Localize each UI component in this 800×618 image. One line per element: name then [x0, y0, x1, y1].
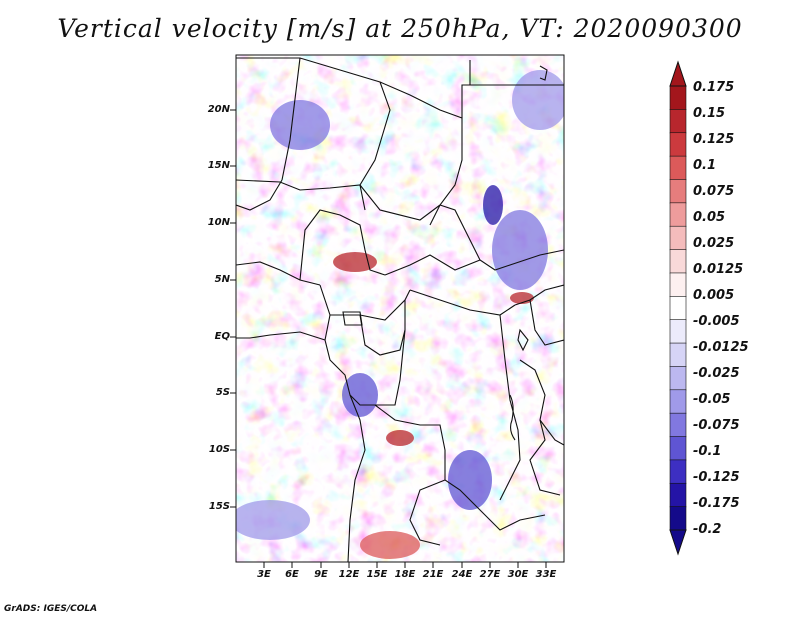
- colorbar-label: 0.1: [693, 158, 717, 173]
- colorbar-swatch: [669, 202, 687, 227]
- colorbar-label: 0.005: [693, 288, 735, 303]
- colorbar-swatch: [669, 319, 687, 344]
- lat-label: 5N: [214, 274, 230, 285]
- lon-label: 27E: [479, 569, 501, 580]
- velocity-field: [236, 55, 564, 562]
- colorbar-swatch: [669, 389, 687, 414]
- lon-label: 33E: [535, 569, 557, 580]
- colorbar-swatch: [669, 85, 687, 110]
- colorbar-swatch: [669, 366, 687, 391]
- software-credit: GrADS: IGES/COLA: [4, 604, 98, 614]
- colorbar-label: 0.15: [693, 106, 726, 121]
- colorbar-label: -0.175: [693, 496, 740, 511]
- lat-label: 5S: [215, 387, 230, 398]
- lon-label: 6E: [285, 569, 299, 580]
- colorbar-swatch: [669, 342, 687, 368]
- colorbar-label: -0.125: [693, 470, 740, 485]
- colorbar-label: 0.075: [693, 184, 735, 199]
- colorbar-label: -0.2: [693, 522, 722, 537]
- colorbar-label: -0.075: [693, 418, 740, 433]
- lon-label: 21E: [422, 569, 444, 580]
- colorbar-swatch: [669, 225, 687, 251]
- lon-label: 24E: [451, 569, 473, 580]
- lon-label: 12E: [338, 569, 360, 580]
- colorbar-swatch: [669, 482, 687, 508]
- map-title: Vertical velocity [m/s] at 250hPa, VT: 2…: [57, 14, 743, 43]
- lon-label: 30E: [507, 569, 529, 580]
- colorbar-swatch: [669, 412, 687, 438]
- lon-label: 15E: [366, 569, 388, 580]
- colorbar-label: 0.025: [693, 236, 735, 251]
- lon-label: 3E: [257, 569, 271, 580]
- colorbar-label: -0.005: [693, 314, 740, 329]
- lat-label: 15N: [207, 160, 230, 171]
- lat-label: 10S: [208, 444, 230, 455]
- lat-label: 15S: [208, 501, 230, 512]
- colorbar-swatch: [669, 272, 687, 297]
- colorbar-swatch: [669, 296, 687, 321]
- colorbar-label: -0.1: [693, 444, 722, 459]
- colorbar-top-arrow: [669, 60, 687, 87]
- colorbar-swatch: [669, 506, 687, 531]
- colorbar-label: 0.175: [693, 80, 735, 95]
- colorbar-label: 0.0125: [693, 262, 744, 277]
- country-borders: [236, 57, 564, 562]
- colorbar-swatch: [669, 155, 687, 181]
- lat-label: EQ: [214, 331, 230, 342]
- colorbar-swatch: [669, 132, 687, 157]
- axis-ticks: [230, 109, 547, 568]
- lat-label: 10N: [207, 217, 230, 228]
- colorbar-label: -0.05: [693, 392, 731, 407]
- colorbar-swatch: [669, 179, 687, 204]
- colorbar-swatch: [669, 249, 687, 274]
- map-frame: [235, 54, 565, 563]
- colorbar-swatch: [669, 436, 687, 461]
- colorbar-swatch: [669, 459, 687, 484]
- colorbar-label: 0.05: [693, 210, 726, 225]
- colorbar-label: -0.0125: [693, 340, 749, 355]
- lon-label: 18E: [394, 569, 416, 580]
- colorbar-swatch: [669, 109, 687, 134]
- colorbar: [669, 60, 687, 556]
- lon-label: 9E: [314, 569, 328, 580]
- colorbar-bottom-arrow: [669, 529, 687, 556]
- lat-label: 20N: [207, 104, 230, 115]
- colorbar-label: -0.025: [693, 366, 740, 381]
- colorbar-label: 0.125: [693, 132, 735, 147]
